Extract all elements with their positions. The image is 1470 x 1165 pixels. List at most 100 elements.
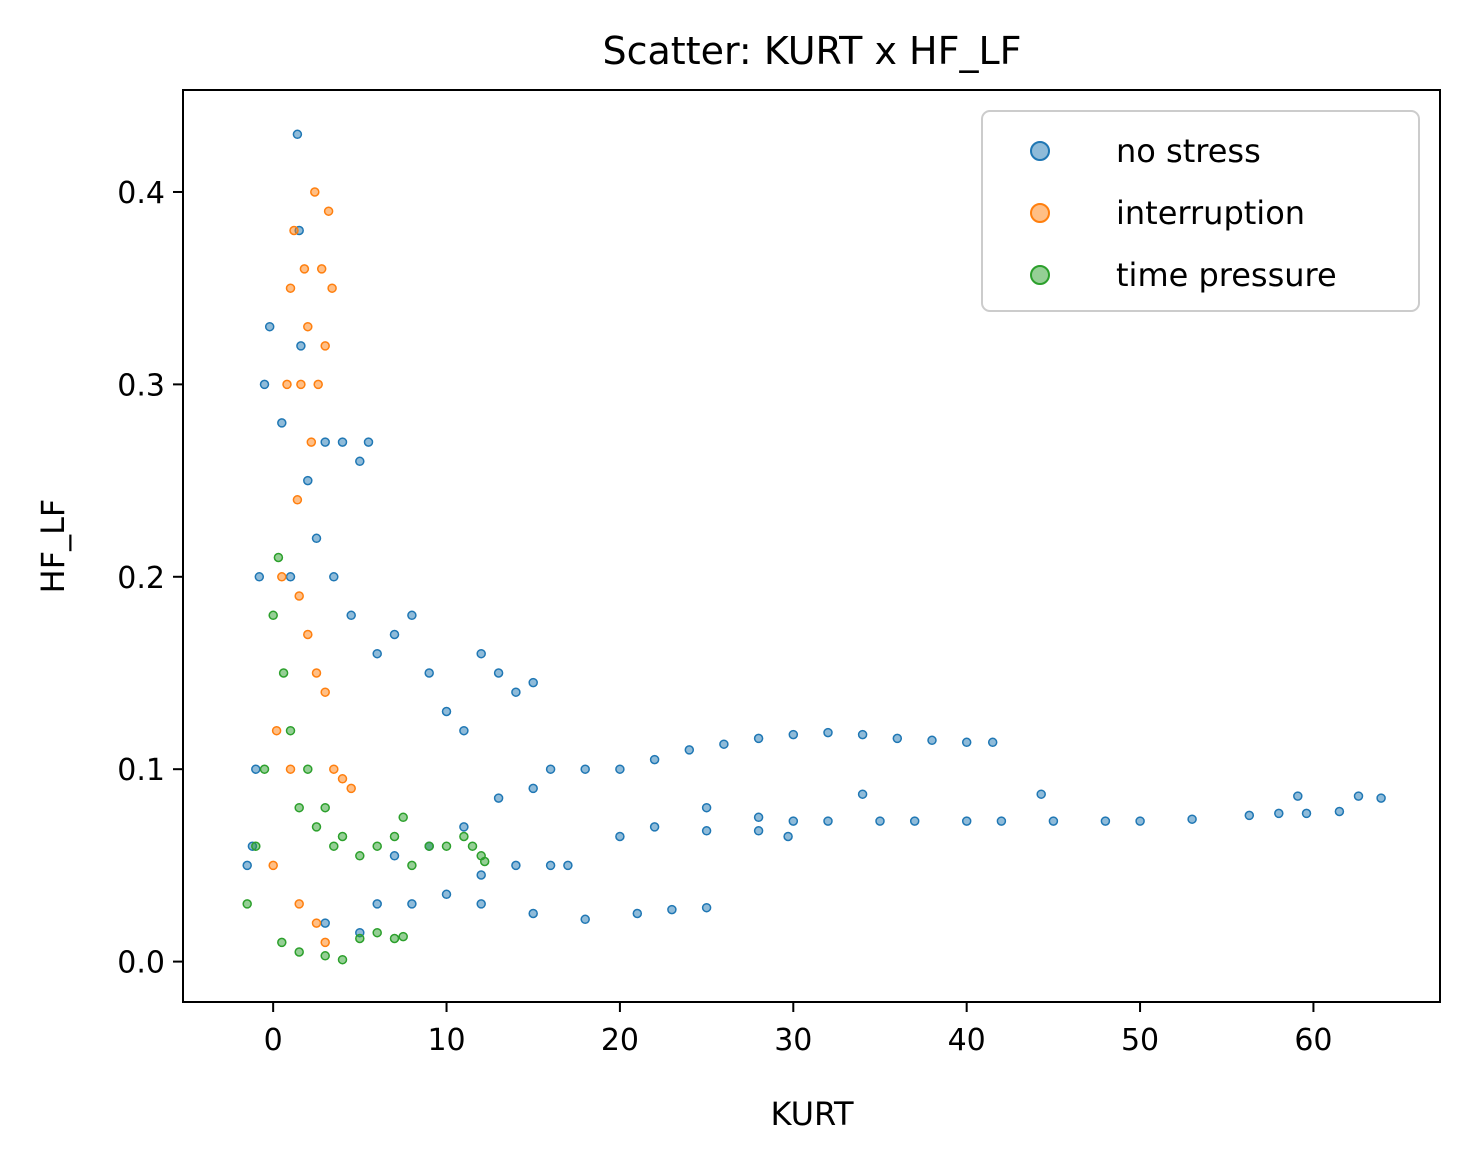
- data-point: [857, 789, 868, 799]
- data-point: [337, 774, 348, 784]
- data-point: [372, 841, 382, 851]
- data-point: [337, 831, 348, 842]
- data-point: [545, 764, 556, 774]
- data-point: [355, 851, 365, 861]
- data-point: [311, 533, 322, 544]
- data-point: [1301, 808, 1312, 819]
- data-point: [278, 668, 289, 678]
- data-point: [271, 725, 282, 736]
- data-point: [407, 899, 417, 909]
- data-point: [580, 764, 590, 774]
- data-point: [268, 610, 278, 621]
- data-point: [1100, 816, 1111, 826]
- data-point: [285, 764, 296, 774]
- series-interruption: [268, 187, 356, 948]
- data-point: [719, 739, 729, 749]
- data-point: [389, 933, 400, 944]
- data-point: [277, 572, 287, 582]
- data-point: [407, 860, 417, 871]
- data-point: [783, 831, 793, 842]
- data-point: [346, 783, 356, 794]
- data-point: [363, 437, 374, 447]
- data-point: [389, 831, 400, 842]
- data-point: [424, 668, 434, 678]
- data-point: [268, 860, 278, 871]
- data-point: [788, 729, 799, 740]
- data-point: [424, 841, 434, 851]
- data-point: [296, 341, 306, 351]
- data-point: [1135, 816, 1145, 826]
- data-point: [372, 927, 382, 938]
- points-layer: [242, 129, 1386, 965]
- data-point: [299, 264, 310, 274]
- legend-box: [981, 110, 1420, 312]
- data-point: [277, 418, 287, 428]
- legend-marker-time-pressure: [1030, 265, 1050, 285]
- legend-label-no-stress: no stress: [1116, 132, 1261, 170]
- data-point: [441, 841, 452, 851]
- data-point: [316, 264, 327, 274]
- data-point: [327, 283, 337, 293]
- data-point: [528, 677, 538, 688]
- data-point: [892, 733, 903, 744]
- x-axis-ticks: 0 10 20 30 40 50 60: [264, 1002, 1333, 1058]
- data-point: [310, 187, 320, 197]
- data-point: [1376, 793, 1386, 803]
- data-point: [459, 725, 469, 736]
- data-point: [823, 727, 833, 738]
- data-point: [684, 745, 695, 755]
- data-point: [277, 937, 287, 948]
- data-point: [313, 379, 323, 390]
- chart-title: Scatter: KURT x HF_LF: [603, 29, 1022, 73]
- y-tick-label: 0.4: [117, 176, 165, 211]
- data-point: [1353, 791, 1364, 801]
- data-point: [632, 908, 643, 919]
- data-point: [528, 908, 538, 919]
- data-point: [753, 826, 764, 836]
- data-point: [511, 687, 521, 697]
- data-point: [493, 793, 504, 803]
- data-point: [320, 918, 330, 928]
- data-point: [563, 860, 573, 871]
- data-point: [311, 668, 322, 678]
- data-point: [701, 826, 712, 836]
- data-point: [407, 610, 417, 621]
- data-point: [337, 954, 348, 965]
- data-point: [320, 951, 330, 961]
- legend-label-time-pressure: time pressure: [1116, 256, 1337, 294]
- data-point: [398, 931, 408, 942]
- data-point: [259, 379, 270, 390]
- data-point: [476, 648, 486, 659]
- y-tick-label: 0.3: [117, 368, 165, 403]
- data-point: [355, 933, 365, 944]
- data-point: [303, 764, 313, 774]
- data-point: [1036, 789, 1046, 799]
- x-axis-label: KURT: [771, 1095, 854, 1133]
- data-point: [580, 914, 590, 925]
- legend-marker-interruption: [1030, 203, 1050, 223]
- data-point: [323, 206, 334, 216]
- data-point: [254, 572, 265, 582]
- x-tick-label: 30: [774, 1023, 812, 1058]
- data-point: [701, 902, 712, 913]
- data-point: [303, 475, 313, 486]
- data-point: [259, 764, 270, 774]
- data-point: [289, 225, 299, 236]
- x-tick-label: 20: [601, 1023, 639, 1058]
- data-point: [823, 816, 833, 826]
- data-point: [1048, 816, 1059, 826]
- data-point: [292, 495, 303, 505]
- data-point: [389, 629, 400, 640]
- data-point: [251, 841, 261, 851]
- data-point: [242, 860, 252, 871]
- data-point: [311, 918, 322, 928]
- data-point: [528, 783, 538, 794]
- data-point: [788, 816, 799, 826]
- data-point: [927, 735, 937, 746]
- data-point: [282, 379, 292, 390]
- data-point: [329, 841, 339, 851]
- data-point: [1334, 806, 1345, 817]
- data-point: [909, 816, 920, 826]
- data-point: [398, 812, 408, 823]
